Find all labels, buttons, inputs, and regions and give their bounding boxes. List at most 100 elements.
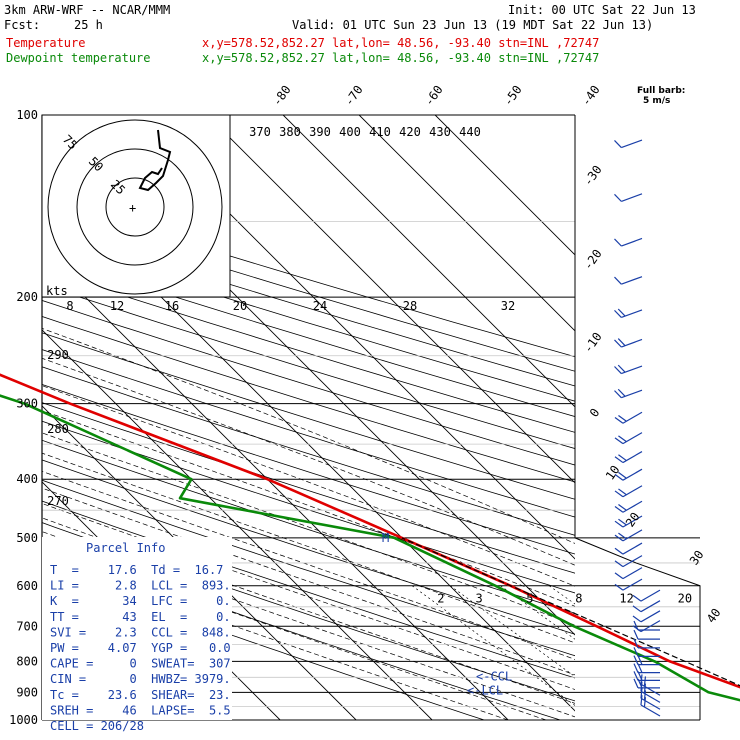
barb-flag	[614, 473, 624, 481]
parcel-row: SREH = 46 LAPSE= 5.5	[50, 703, 231, 717]
wind-barb	[614, 338, 643, 348]
wind-barb	[632, 589, 661, 602]
plot-border	[574, 537, 701, 720]
fcst-label: Fcst:	[4, 18, 40, 32]
mixing-ratio-label: 20	[678, 592, 692, 606]
isotherm-label: 30	[687, 548, 707, 568]
speed-scale-label: 28	[403, 299, 417, 313]
barb-flag	[614, 456, 624, 464]
barb-staff	[640, 589, 661, 602]
theta-label-left: 280	[47, 422, 69, 436]
barb-flag	[637, 655, 643, 665]
wind-barb	[614, 308, 643, 319]
pressure-label: 1000	[9, 713, 38, 727]
wind-barb	[632, 610, 661, 623]
barb-staff	[622, 411, 643, 424]
pressure-label: 600	[16, 579, 38, 593]
mixing-ratio-label: 5	[526, 592, 533, 606]
wind-barb	[614, 500, 643, 513]
barb-staff	[640, 697, 661, 710]
barb-flag	[614, 560, 624, 568]
barb-flag	[614, 534, 624, 542]
wind-barb	[614, 578, 643, 591]
dewpoint-legend: Dewpoint temperature	[6, 51, 151, 65]
barb-flag	[614, 238, 622, 247]
temperature-location: x,y=578.52,852.27 lat,lon= 48.56, -93.40…	[202, 36, 599, 50]
wind-barb	[614, 411, 643, 424]
speed-scale-label: 8	[66, 299, 73, 313]
isotherm-line	[42, 253, 509, 720]
valid-time: Valid: 01 UTC Sun 23 Jun 13 (19 MDT Sat …	[292, 18, 653, 32]
mixing-ratio-label: 3	[476, 592, 483, 606]
barb-flag	[618, 504, 627, 511]
barb-flag	[614, 193, 622, 202]
parcel-title: Parcel Info	[86, 541, 165, 555]
mixing-ratio-line	[450, 585, 575, 678]
barb-flag	[614, 490, 624, 498]
barb-flag	[632, 615, 642, 623]
wind-barb	[614, 515, 643, 528]
pressure-label: 300	[16, 397, 38, 411]
speed-scale-label: 12	[110, 299, 124, 313]
barb-flag	[614, 309, 622, 318]
barb-flag	[640, 688, 643, 699]
theta-label: 430	[429, 125, 451, 139]
mixing-ratio-line	[411, 585, 575, 706]
isotherm-label: -30	[581, 163, 605, 189]
barb-flag	[643, 676, 647, 687]
barb-flag	[633, 655, 639, 665]
wind-barb	[614, 555, 643, 568]
barb-staff	[621, 276, 643, 285]
isotherm-label: -50	[501, 83, 525, 109]
barb-flag	[614, 583, 624, 591]
barb-flag	[614, 506, 624, 513]
isotherm-label: -60	[422, 83, 446, 109]
speed-scale-label: 20	[233, 299, 247, 313]
wind-barbs	[614, 139, 661, 717]
barb-flag	[633, 671, 639, 681]
mixing-ratio-line	[500, 585, 575, 640]
barb-staff	[621, 193, 643, 202]
isotherm-line	[434, 115, 575, 256]
hodograph-ring	[76, 148, 194, 266]
parcel-row: T = 17.6 Td = 16.7	[50, 563, 223, 577]
barb-flag	[617, 338, 626, 347]
barb-flag	[640, 674, 643, 685]
isotherm-label: 0	[587, 406, 603, 420]
model-title: 3km ARW-WRF -- NCAR/MMM	[4, 3, 170, 17]
wind-barb	[633, 638, 660, 649]
wind-barb	[640, 681, 661, 703]
hodograph-ring	[47, 119, 223, 295]
grid-layer	[41, 114, 701, 721]
theta-label: 390	[309, 125, 331, 139]
speed-scale-label: 32	[501, 299, 515, 313]
isotherm-label: 10	[603, 463, 623, 483]
theta-label: 420	[399, 125, 421, 139]
barb-staff	[640, 610, 661, 623]
parcel-row: PW = 4.07 YGP = 0.0	[50, 641, 231, 655]
barb-flag	[617, 388, 626, 397]
wind-barb	[614, 529, 643, 542]
mixing-ratio-label: 2	[437, 592, 444, 606]
pressure-label: 500	[16, 531, 38, 545]
barb-flag	[633, 663, 639, 673]
barb-flag	[614, 339, 622, 348]
theta-label: 440	[459, 125, 481, 139]
barb-flag	[618, 532, 627, 540]
parcel-row: LI = 2.8 LCL = 893.	[50, 579, 231, 593]
wind-barb	[614, 468, 643, 481]
barb-staff	[622, 529, 643, 542]
isotherm-line	[130, 115, 575, 560]
mixing-ratio-label: 12	[619, 592, 633, 606]
dewpoint-location: x,y=578.52,852.27 lat,lon= 48.56, -93.40…	[202, 51, 599, 65]
isotherm-label: 40	[704, 606, 724, 626]
wind-barb	[614, 237, 643, 247]
barb-staff	[640, 600, 661, 613]
barb-flag	[618, 488, 627, 496]
full-barb-label: Full barb:	[637, 86, 685, 96]
wind-barb	[632, 600, 661, 613]
barb-flag	[614, 547, 624, 555]
barb-flag	[633, 647, 639, 657]
parcel-row: K = 34 LFC = 0.	[50, 594, 231, 608]
isotherm-label: -80	[270, 83, 294, 109]
